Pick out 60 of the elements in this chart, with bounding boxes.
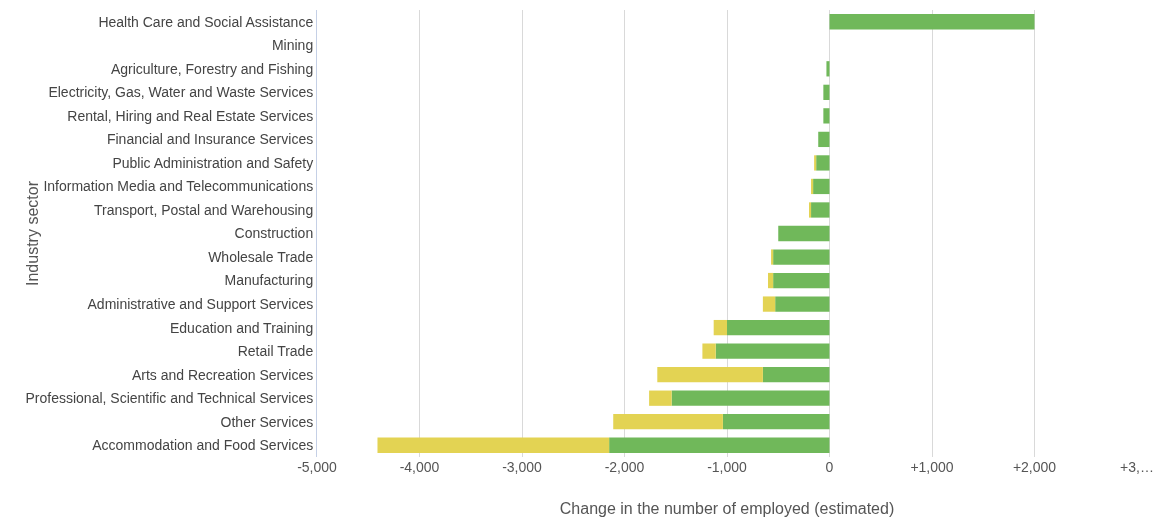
bar: [811, 178, 814, 195]
x-tick-label: -5,000: [297, 459, 338, 475]
bar: [715, 343, 830, 359]
y-tick-label: Financial and Insurance Services: [106, 131, 314, 148]
y-tick-label: Retail Trade: [237, 343, 314, 360]
bar: [671, 390, 830, 406]
y-tick-label: Information Media and Telecommunications: [43, 178, 314, 195]
bar: [823, 108, 830, 124]
y-axis-title: Industry sector: [24, 180, 42, 286]
bar: [809, 202, 812, 218]
bar: [649, 390, 672, 406]
y-tick-label: Agriculture, Forestry and Fishing: [110, 60, 314, 77]
bar: [811, 202, 830, 218]
bar: [829, 14, 1035, 30]
y-tick-label: Manufacturing: [224, 272, 314, 289]
x-tick-label: +1,000: [910, 459, 954, 475]
bar: [377, 437, 610, 453]
bar: [818, 131, 830, 148]
x-tick-label: +2,000: [1012, 459, 1057, 475]
y-tick-label: Electricity, Gas, Water and Waste Services: [48, 84, 314, 101]
y-tick-label: Health Care and Social Assistance: [98, 13, 314, 30]
y-tick-label: Public Administration and Safety: [112, 154, 314, 171]
bar: [773, 272, 830, 289]
bar: [762, 296, 776, 312]
bar: [722, 414, 830, 430]
y-tick-label: Transport, Postal and Warehousing: [94, 201, 314, 218]
y-tick-label: Professional, Scientific and Technical Services: [25, 390, 314, 407]
x-tick-label: +3,…: [1120, 459, 1154, 475]
bar: [771, 249, 774, 265]
x-tick-label: -3,000: [502, 459, 543, 475]
bar: [816, 155, 830, 171]
bar: [613, 414, 723, 430]
bar: [727, 319, 830, 336]
y-tick-label: Accommodation and Food Services: [92, 437, 314, 454]
bar: [813, 178, 830, 195]
bar: [762, 367, 830, 383]
bar: [657, 367, 763, 383]
y-tick-label: Education and Training: [169, 319, 314, 336]
bar: [702, 343, 716, 359]
bar: [826, 61, 830, 77]
y-tick-label: Other Services: [220, 413, 314, 430]
bar: [713, 319, 727, 336]
bar: [778, 225, 830, 242]
x-axis-title: Change in the number of employed (estimated): [559, 500, 895, 517]
bar: [814, 155, 817, 171]
y-tick-label: Arts and Recreation Services: [131, 366, 314, 383]
bar: [768, 272, 774, 289]
bar: [823, 84, 830, 100]
x-tick-label: -2,000: [604, 459, 645, 475]
x-tick-label: -1,000: [707, 459, 748, 475]
bar: [609, 437, 830, 453]
bar: [773, 249, 830, 265]
y-tick-label: Wholesale Trade: [208, 248, 314, 265]
y-tick-label: Rental, Hiring and Real Estate Services: [67, 107, 314, 124]
y-tick-label: Administrative and Support Services: [87, 295, 314, 312]
y-tick-label: Mining: [271, 37, 314, 54]
x-tick-label: -4,000: [399, 459, 440, 475]
bar: [775, 296, 830, 312]
x-tick-label: 0: [825, 459, 834, 475]
y-tick-label: Construction: [234, 225, 314, 242]
